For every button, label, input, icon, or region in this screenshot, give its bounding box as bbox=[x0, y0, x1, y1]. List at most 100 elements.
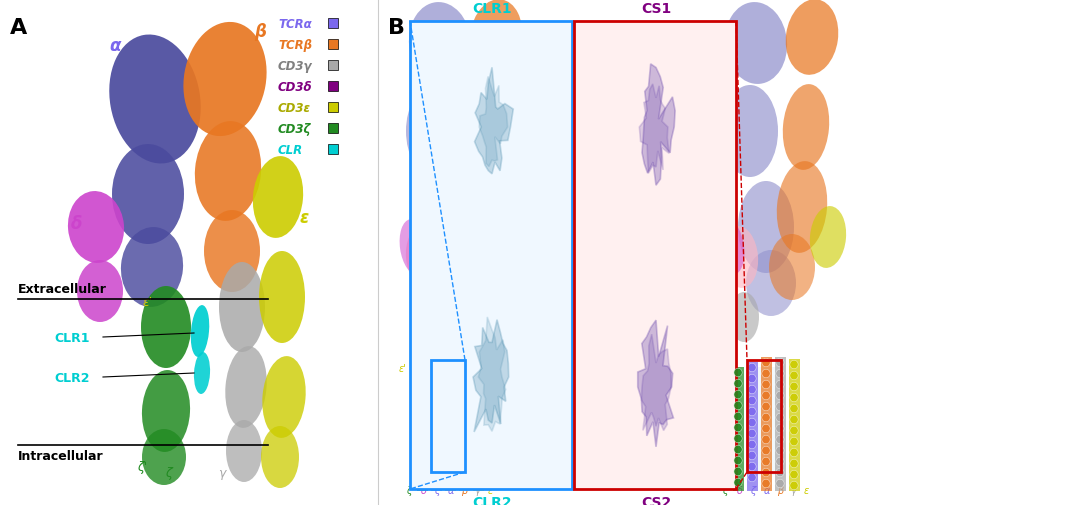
Ellipse shape bbox=[738, 182, 794, 274]
Ellipse shape bbox=[406, 86, 462, 178]
Bar bbox=[410, 22, 572, 489]
Ellipse shape bbox=[747, 396, 756, 405]
Ellipse shape bbox=[460, 435, 468, 444]
Ellipse shape bbox=[746, 250, 796, 316]
Ellipse shape bbox=[184, 23, 267, 137]
Text: ε: ε bbox=[299, 209, 309, 227]
Text: β: β bbox=[461, 485, 468, 495]
Bar bbox=[788, 359, 799, 491]
Text: ε: ε bbox=[487, 485, 492, 495]
Ellipse shape bbox=[734, 467, 742, 476]
Ellipse shape bbox=[775, 458, 784, 466]
Text: TCRα: TCRα bbox=[278, 18, 312, 31]
Ellipse shape bbox=[467, 85, 513, 171]
Polygon shape bbox=[638, 321, 674, 447]
Ellipse shape bbox=[77, 261, 123, 322]
Bar bbox=[328, 103, 338, 113]
Ellipse shape bbox=[446, 479, 454, 488]
Ellipse shape bbox=[747, 364, 756, 372]
Ellipse shape bbox=[460, 468, 468, 477]
Ellipse shape bbox=[734, 413, 742, 421]
Text: δ: δ bbox=[70, 215, 82, 232]
Ellipse shape bbox=[460, 359, 468, 367]
Ellipse shape bbox=[432, 473, 441, 482]
Ellipse shape bbox=[494, 207, 530, 268]
Ellipse shape bbox=[729, 292, 759, 342]
Ellipse shape bbox=[460, 446, 468, 455]
Text: α: α bbox=[109, 37, 121, 55]
Ellipse shape bbox=[432, 463, 441, 471]
Text: ε: ε bbox=[804, 485, 809, 495]
Text: γ: γ bbox=[791, 485, 796, 495]
Ellipse shape bbox=[418, 467, 427, 476]
Ellipse shape bbox=[474, 481, 482, 490]
Ellipse shape bbox=[810, 207, 846, 268]
Ellipse shape bbox=[460, 391, 468, 400]
Text: CS2: CS2 bbox=[640, 495, 671, 505]
Ellipse shape bbox=[775, 370, 784, 378]
Ellipse shape bbox=[446, 468, 454, 477]
Ellipse shape bbox=[775, 402, 784, 411]
Ellipse shape bbox=[775, 468, 784, 477]
Ellipse shape bbox=[446, 391, 454, 400]
Ellipse shape bbox=[734, 401, 742, 410]
Ellipse shape bbox=[734, 434, 742, 443]
Ellipse shape bbox=[747, 385, 756, 394]
Ellipse shape bbox=[109, 35, 201, 164]
Ellipse shape bbox=[446, 402, 454, 411]
Bar bbox=[459, 358, 470, 491]
Ellipse shape bbox=[789, 416, 798, 424]
Ellipse shape bbox=[747, 408, 756, 416]
Polygon shape bbox=[473, 320, 509, 432]
Ellipse shape bbox=[789, 481, 798, 490]
Ellipse shape bbox=[734, 369, 742, 377]
Ellipse shape bbox=[474, 405, 482, 413]
Text: ζ: ζ bbox=[164, 467, 172, 480]
Ellipse shape bbox=[112, 145, 184, 244]
Ellipse shape bbox=[474, 426, 482, 435]
Ellipse shape bbox=[775, 380, 784, 389]
Ellipse shape bbox=[204, 211, 260, 292]
Ellipse shape bbox=[418, 379, 427, 388]
Ellipse shape bbox=[446, 380, 454, 389]
Text: ζ': ζ' bbox=[723, 485, 730, 495]
Ellipse shape bbox=[219, 263, 265, 352]
Ellipse shape bbox=[761, 370, 770, 378]
Ellipse shape bbox=[418, 390, 427, 399]
Text: γ: γ bbox=[474, 485, 480, 495]
Ellipse shape bbox=[474, 416, 482, 424]
Ellipse shape bbox=[430, 250, 480, 316]
Ellipse shape bbox=[226, 420, 262, 482]
Ellipse shape bbox=[418, 369, 427, 377]
Bar bbox=[328, 61, 338, 71]
Ellipse shape bbox=[761, 446, 770, 455]
Polygon shape bbox=[480, 77, 508, 167]
Text: ζ': ζ' bbox=[137, 461, 147, 474]
Ellipse shape bbox=[406, 227, 442, 288]
Ellipse shape bbox=[761, 458, 770, 466]
Ellipse shape bbox=[446, 414, 454, 422]
Ellipse shape bbox=[761, 479, 770, 488]
Polygon shape bbox=[642, 65, 675, 186]
Ellipse shape bbox=[418, 423, 427, 432]
Ellipse shape bbox=[777, 162, 827, 254]
Ellipse shape bbox=[194, 352, 211, 394]
Text: CD3ζ: CD3ζ bbox=[278, 123, 311, 136]
Ellipse shape bbox=[789, 382, 798, 391]
Ellipse shape bbox=[747, 473, 756, 482]
Ellipse shape bbox=[789, 448, 798, 457]
Ellipse shape bbox=[474, 460, 482, 468]
Ellipse shape bbox=[747, 451, 756, 460]
Text: Intracellular: Intracellular bbox=[18, 449, 104, 462]
Ellipse shape bbox=[723, 86, 778, 178]
Ellipse shape bbox=[747, 419, 756, 427]
Ellipse shape bbox=[761, 414, 770, 422]
Ellipse shape bbox=[432, 364, 441, 372]
Ellipse shape bbox=[734, 423, 742, 432]
Ellipse shape bbox=[716, 220, 744, 275]
Text: TCRβ: TCRβ bbox=[278, 39, 312, 52]
Ellipse shape bbox=[418, 434, 427, 443]
Text: ε': ε' bbox=[143, 296, 153, 309]
Ellipse shape bbox=[725, 3, 787, 85]
Ellipse shape bbox=[775, 424, 784, 433]
